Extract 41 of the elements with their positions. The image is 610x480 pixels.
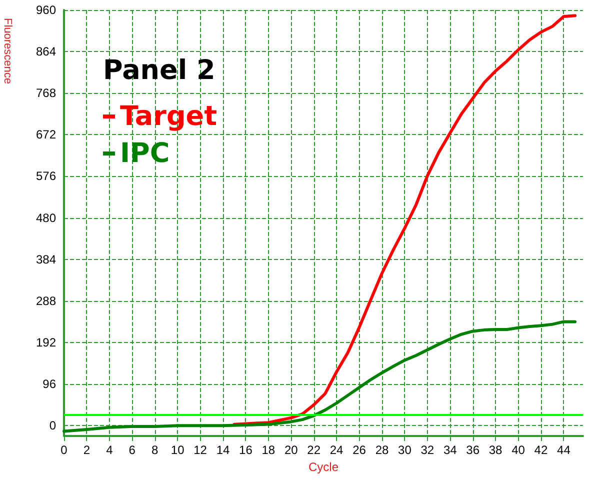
y-tick-label: 576 xyxy=(36,169,56,184)
x-tick-label: 8 xyxy=(152,443,159,457)
x-tick-label: 2 xyxy=(83,443,90,457)
x-tick-label: 34 xyxy=(443,443,458,457)
y-tick-label: 480 xyxy=(36,210,56,225)
x-tick-label: 26 xyxy=(352,443,366,457)
x-tick-label: 12 xyxy=(194,443,208,457)
legend-label: IPC xyxy=(120,138,170,169)
x-tick-label: 14 xyxy=(216,443,230,457)
y-tick-label: 672 xyxy=(36,128,56,142)
x-tick-label: 20 xyxy=(284,443,298,457)
text: Panel 2 xyxy=(103,55,216,86)
x-tick-label: 44 xyxy=(557,443,571,457)
x-tick-label: 40 xyxy=(512,443,526,457)
line-series xyxy=(62,320,577,433)
x-tick-label: 6 xyxy=(128,443,136,457)
x-tick-label: 24 xyxy=(330,443,344,457)
y-tick-label: 768 xyxy=(36,86,56,100)
y-tick-label: 384 xyxy=(36,252,56,266)
x-tick-label: 22 xyxy=(307,443,321,457)
x-tick-label: 28 xyxy=(375,443,389,457)
x-tick-label: 30 xyxy=(398,443,412,457)
y-tick-label: 96 xyxy=(42,377,56,392)
y-tick-label: 192 xyxy=(36,335,56,350)
y-tick-label: 960 xyxy=(36,3,56,17)
x-tick-label: 36 xyxy=(466,443,480,457)
x-tick-label: 32 xyxy=(420,443,434,457)
y-tick-label: 288 xyxy=(36,294,56,308)
line-series xyxy=(232,14,577,426)
x-tick-label: 38 xyxy=(488,443,503,457)
x-tick-label: 42 xyxy=(534,443,548,457)
y-axis-title: Fluorescence xyxy=(2,18,14,84)
x-tick-label: 16 xyxy=(239,443,253,457)
x-tick-label: 0 xyxy=(60,443,68,457)
x-axis-title: Cycle xyxy=(308,460,339,474)
x-tick-label: 10 xyxy=(170,443,185,457)
x-tick-label: 4 xyxy=(106,443,114,457)
y-tick-label: 864 xyxy=(36,44,56,59)
x-tick-label: 18 xyxy=(262,443,276,457)
legend-label: Target xyxy=(120,101,218,132)
y-tick-label: 0 xyxy=(49,418,56,433)
